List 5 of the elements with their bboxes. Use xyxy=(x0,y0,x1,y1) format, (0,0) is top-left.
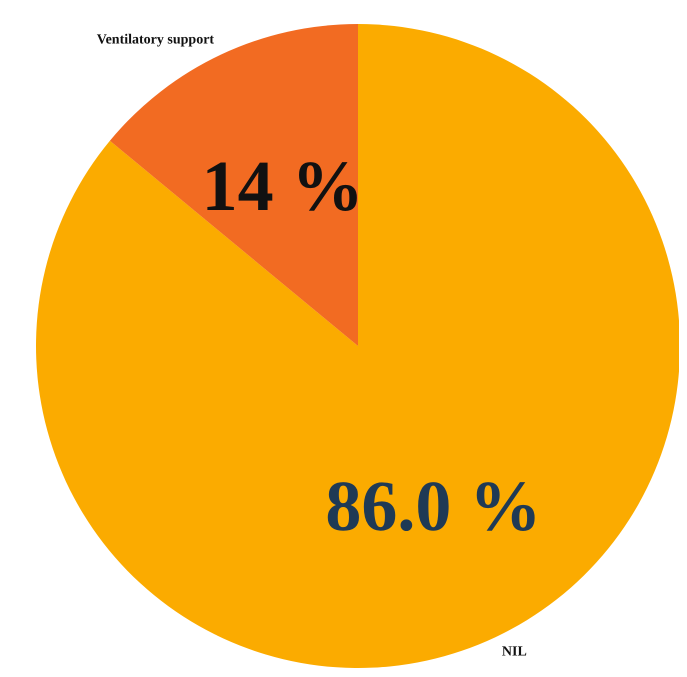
data-label: 86.0 % xyxy=(325,466,542,546)
data-label: 14 % xyxy=(202,146,364,226)
slice-label: Ventilatory support xyxy=(96,32,214,48)
slice-label: NIL xyxy=(502,644,527,660)
pie-slice xyxy=(36,24,679,668)
